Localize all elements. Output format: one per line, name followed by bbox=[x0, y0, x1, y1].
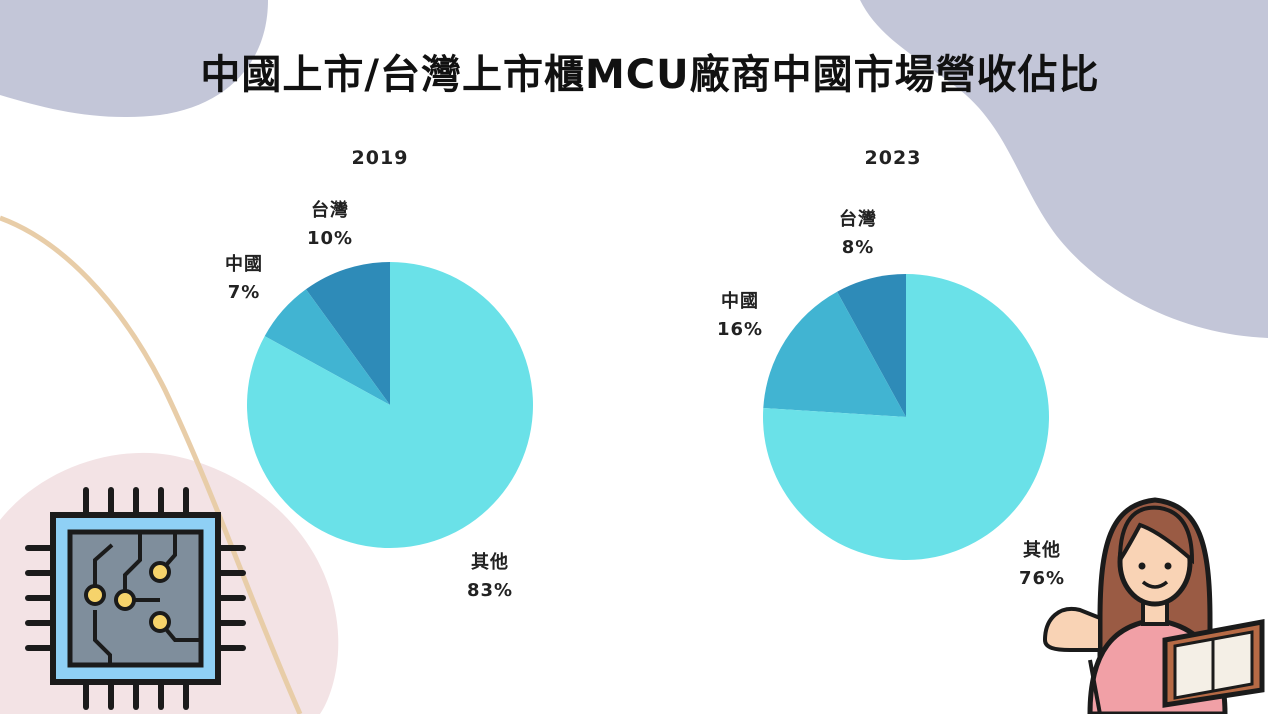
label-2019-taiwan-value: 10% bbox=[306, 228, 354, 249]
pie-slice-2023-other bbox=[763, 274, 1049, 560]
beige-curve bbox=[0, 215, 303, 714]
label-2019-china-value: 7% bbox=[227, 282, 261, 303]
label-2023-taiwan: 台灣 8% bbox=[798, 206, 918, 262]
pie-slice-2023-taiwan bbox=[837, 274, 906, 417]
label-2019-china-name: 中國 bbox=[225, 254, 263, 275]
woman-with-book-icon bbox=[1042, 497, 1265, 714]
top-left-blob bbox=[0, 0, 268, 118]
label-2023-taiwan-name: 台灣 bbox=[839, 209, 877, 230]
label-2019-other: 其他 83% bbox=[430, 549, 550, 605]
page-title: 中國上市/台灣上市櫃MCU廠商中國市場營收佔比 bbox=[200, 52, 1100, 98]
pie-slice-2019-other bbox=[247, 262, 534, 548]
chart-2019-title: 2019 bbox=[351, 147, 409, 169]
pie-slice-2019-china bbox=[264, 289, 390, 405]
top-right-blob bbox=[860, 0, 1268, 338]
pie-slice-2023-china bbox=[763, 291, 906, 417]
label-2019-taiwan-name: 台灣 bbox=[311, 200, 349, 221]
label-2019-other-name: 其他 bbox=[471, 552, 509, 573]
pie-slice-2019-taiwan bbox=[305, 262, 390, 405]
label-2019-other-value: 83% bbox=[466, 580, 514, 601]
chart-2023-title: 2023 bbox=[864, 147, 922, 169]
pie-chart-2023 bbox=[763, 274, 1049, 560]
label-2023-taiwan-value: 8% bbox=[841, 237, 875, 258]
label-2023-china-name: 中國 bbox=[721, 291, 759, 312]
label-2023-other: 其他 76% bbox=[982, 537, 1102, 593]
label-2023-china-value: 16% bbox=[716, 319, 764, 340]
label-2023-china: 中國 16% bbox=[680, 288, 800, 344]
label-2019-taiwan: 台灣 10% bbox=[270, 197, 390, 253]
label-2019-china: 中國 7% bbox=[184, 251, 304, 307]
pie-chart-2019 bbox=[247, 262, 534, 548]
label-2023-other-value: 76% bbox=[1018, 568, 1066, 589]
microchip-icon bbox=[25, 487, 246, 710]
label-2023-other-name: 其他 bbox=[1023, 540, 1061, 561]
